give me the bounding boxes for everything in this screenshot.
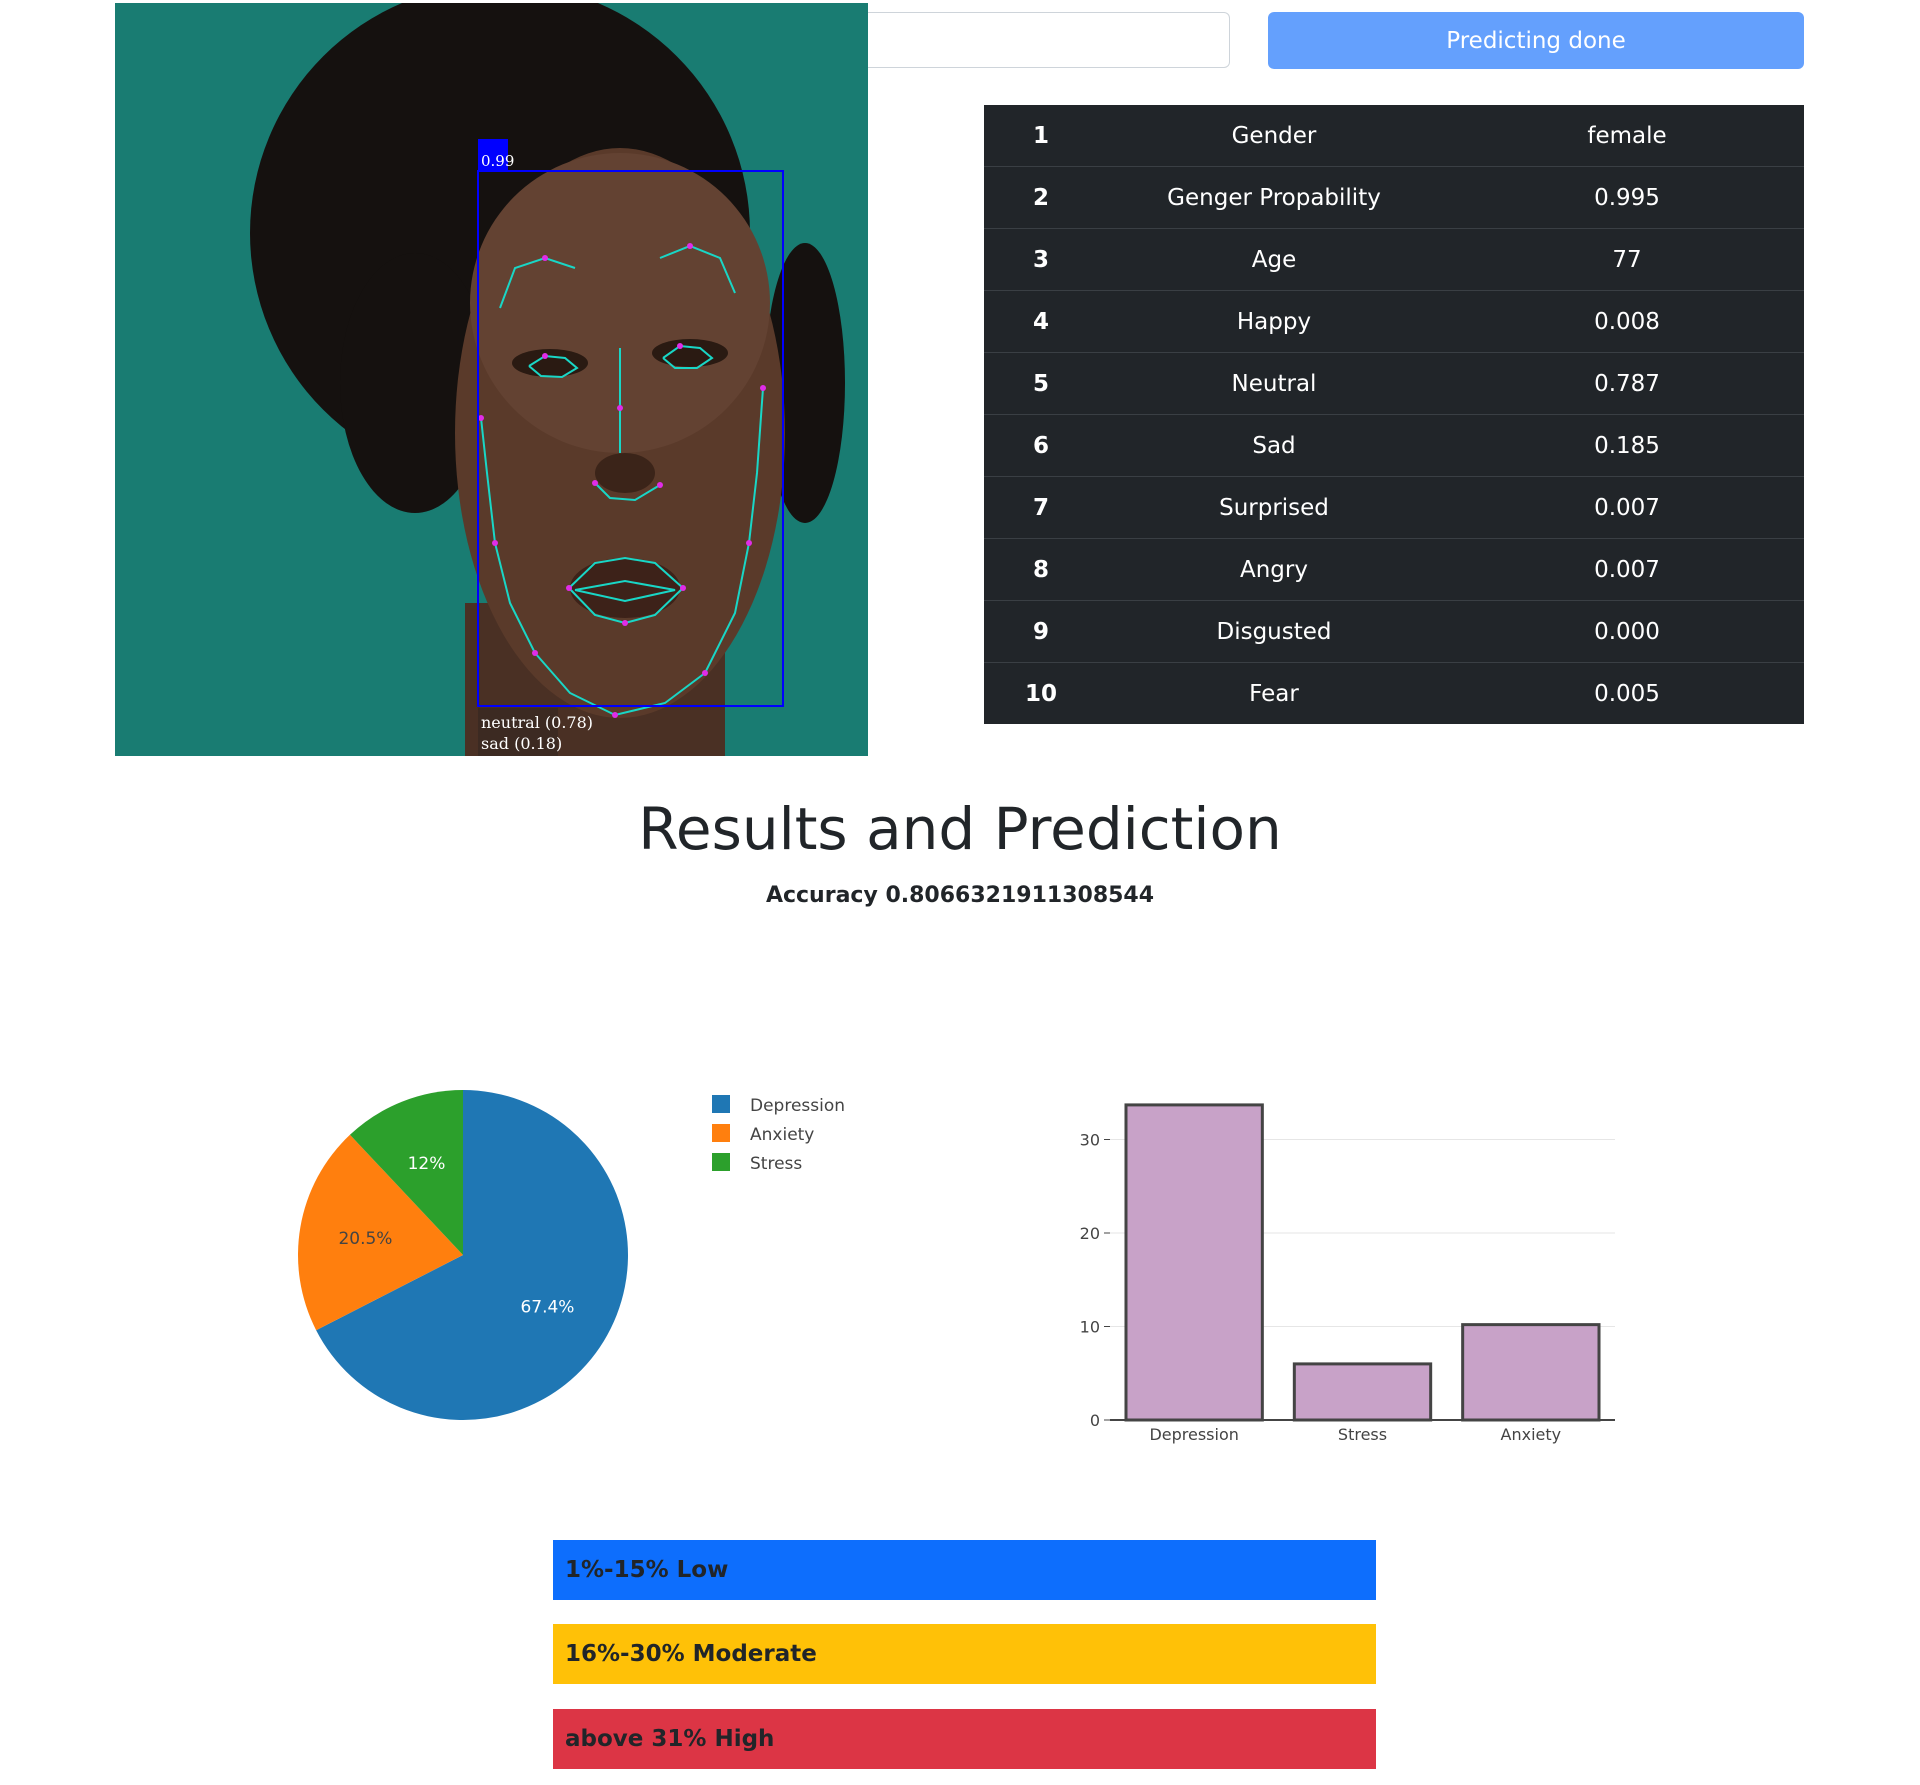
legend-label-depression[interactable]: Depression	[750, 1096, 845, 1116]
bar-anxiety[interactable]	[1461, 1323, 1601, 1422]
row-value: 0.005	[1594, 680, 1660, 707]
table-row: 7 Surprised 0.007	[984, 476, 1804, 539]
y-tick-label: 0	[1090, 1411, 1100, 1430]
row-label: Gender	[1098, 105, 1450, 167]
row-value: 0.000	[1450, 600, 1804, 663]
table-row: 2 Genger Propability 0.995	[984, 166, 1804, 229]
predict-button[interactable]: Predicting done	[1268, 12, 1804, 69]
legend-label-anxiety[interactable]: Anxiety	[750, 1125, 814, 1145]
pie-slice-depression[interactable]	[316, 1090, 628, 1420]
row-index: 9	[984, 600, 1098, 663]
x-tick-label: Stress	[1338, 1425, 1387, 1444]
bar-stress[interactable]	[1292, 1362, 1433, 1422]
table-row: 5 Neutral 0.787	[984, 352, 1804, 415]
row-index: 8	[984, 538, 1098, 601]
row-label: Age	[1098, 228, 1450, 291]
detection-score: 0.99	[481, 152, 514, 170]
pie-label-stress: 12%	[408, 1154, 446, 1174]
face-analysis-image: 0.99 neutral (0.78) sad (0.18)	[115, 3, 868, 756]
legend-swatch-anxiety[interactable]	[712, 1124, 730, 1142]
row-label: Angry	[1098, 538, 1450, 601]
row-value: 0.007	[1450, 476, 1804, 539]
table-row: 8 Angry 0.007	[984, 538, 1804, 601]
bar-depression[interactable]	[1124, 1103, 1264, 1422]
row-label: Surprised	[1098, 476, 1450, 539]
row-index: 7	[984, 476, 1098, 539]
row-index: 3	[984, 228, 1098, 291]
bar-chart: 0 10 20 30 Depression Stress Anxiety	[1080, 1103, 1615, 1444]
row-index: 2	[984, 166, 1098, 229]
row-label: Happy	[1098, 290, 1450, 353]
x-tick-label: Anxiety	[1501, 1425, 1562, 1444]
row-value: 0.995	[1450, 166, 1804, 229]
table-row: 10 Fear 0.005	[984, 663, 1804, 725]
pie-label-depression: 67.4%	[520, 1298, 574, 1318]
x-tick-label: Depression	[1149, 1425, 1238, 1444]
row-index: 6	[984, 414, 1098, 477]
level-moderate-bar: 16%-30% Moderate	[553, 1624, 1376, 1684]
file-input[interactable]	[868, 12, 1230, 68]
legend-swatch-depression[interactable]	[712, 1095, 730, 1113]
row-index: 4	[984, 290, 1098, 353]
row-value: 77	[1450, 228, 1804, 291]
legend-label-stress[interactable]: Stress	[750, 1154, 802, 1174]
y-tick-label: 30	[1080, 1131, 1100, 1150]
level-high-bar: above 31% High	[553, 1709, 1376, 1769]
row-index: 10	[1024, 680, 1057, 707]
row-value: 0.007	[1450, 538, 1804, 601]
row-index: 5	[984, 352, 1098, 415]
pie-label-anxiety: 20.5%	[338, 1229, 392, 1249]
row-label: Sad	[1098, 414, 1450, 477]
table-row: 6 Sad 0.185	[984, 414, 1804, 477]
pie-slice-stress[interactable]	[349, 1090, 463, 1255]
legend-swatch-stress[interactable]	[712, 1153, 730, 1171]
face-illustration: 0.99 neutral (0.78) sad (0.18)	[250, 3, 845, 756]
row-value: 0.008	[1450, 290, 1804, 353]
row-value: 0.787	[1450, 352, 1804, 415]
row-value: 0.185	[1450, 414, 1804, 477]
pie-slice-anxiety[interactable]	[298, 1134, 463, 1331]
row-label: Fear	[1249, 680, 1299, 707]
accuracy-text: Accuracy 0.8066321911308544	[765, 883, 1155, 908]
table-row: 4 Happy 0.008	[984, 290, 1804, 353]
emotion-label-secondary: sad (0.18)	[481, 734, 562, 753]
results-table: 1 Gender female 2 Genger Propability 0.995 3 Ag…	[984, 105, 1804, 724]
page-title: Results and Prediction	[638, 795, 1282, 863]
pie-chart: 67.4% 20.5% 12% Depression Anxiety Stress	[298, 1090, 845, 1420]
row-index: 1	[984, 105, 1098, 167]
emotion-label-primary: neutral (0.78)	[481, 713, 593, 732]
row-label: Disgusted	[1098, 600, 1450, 663]
row-label: Genger Propability	[1098, 166, 1450, 229]
y-tick-label: 20	[1080, 1224, 1100, 1243]
y-tick-label: 10	[1080, 1318, 1100, 1337]
row-value: female	[1450, 105, 1804, 167]
table-row: 1 Gender female	[984, 105, 1804, 167]
row-label: Neutral	[1098, 352, 1450, 415]
table-row: 3 Age 77	[984, 228, 1804, 291]
table-row: 9 Disgusted 0.000	[984, 600, 1804, 663]
level-low-bar: 1%-15% Low	[553, 1540, 1376, 1600]
